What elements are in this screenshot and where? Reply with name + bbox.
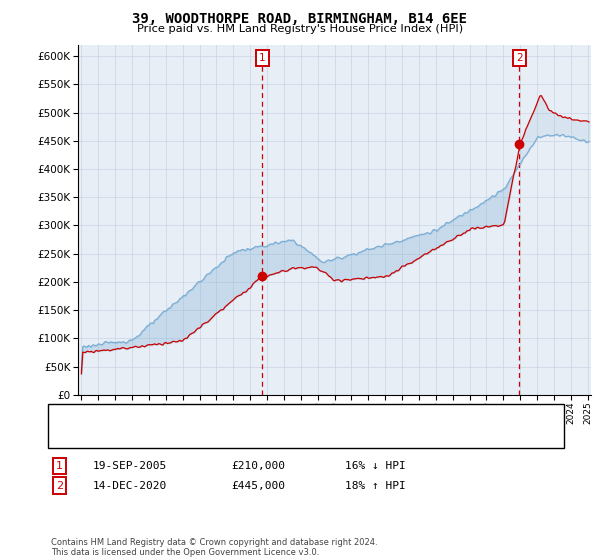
Text: 2: 2	[56, 480, 63, 491]
Text: 39, WOODTHORPE ROAD, BIRMINGHAM, B14 6EE: 39, WOODTHORPE ROAD, BIRMINGHAM, B14 6EE	[133, 12, 467, 26]
Text: 39, WOODTHORPE ROAD, BIRMINGHAM, B14 6EE (detached house): 39, WOODTHORPE ROAD, BIRMINGHAM, B14 6EE…	[99, 405, 441, 416]
Text: 1: 1	[259, 53, 266, 63]
Text: 16% ↓ HPI: 16% ↓ HPI	[345, 461, 406, 471]
Text: £210,000: £210,000	[231, 461, 285, 471]
Text: 18% ↑ HPI: 18% ↑ HPI	[345, 480, 406, 491]
Text: 14-DEC-2020: 14-DEC-2020	[93, 480, 167, 491]
Text: Price paid vs. HM Land Registry's House Price Index (HPI): Price paid vs. HM Land Registry's House …	[137, 24, 463, 34]
Text: Contains HM Land Registry data © Crown copyright and database right 2024.
This d: Contains HM Land Registry data © Crown c…	[51, 538, 377, 557]
Text: £445,000: £445,000	[231, 480, 285, 491]
Text: 19-SEP-2005: 19-SEP-2005	[93, 461, 167, 471]
Text: 1: 1	[56, 461, 63, 471]
Text: 2: 2	[516, 53, 523, 63]
Text: HPI: Average price, detached house, Birmingham: HPI: Average price, detached house, Birm…	[99, 419, 375, 429]
